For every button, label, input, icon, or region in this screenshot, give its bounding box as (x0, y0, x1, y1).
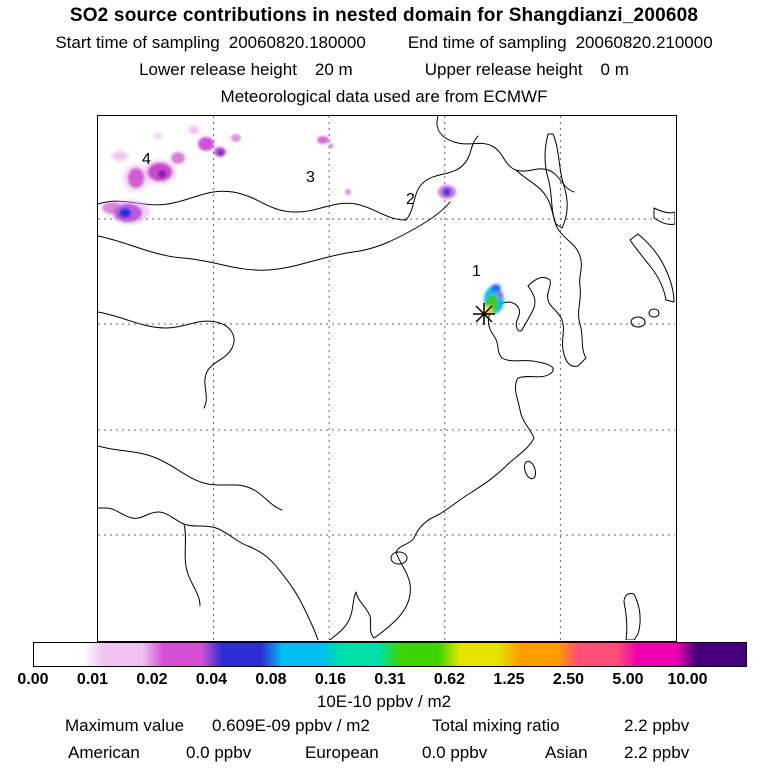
colorbar (33, 642, 747, 667)
colorbar-tick: 0.02 (136, 671, 168, 688)
max-value: 0.609E-09 ppbv / m2 (212, 716, 370, 735)
colorbar-tick: 0.16 (314, 671, 347, 688)
release-height-line: Lower release height 20 m Upper release he… (0, 60, 768, 80)
end-time-label: End time of sampling (407, 33, 567, 52)
region-asian-value: 2.2 ppbv (624, 743, 690, 762)
mixing-ratio-value: 2.2 ppbv (624, 716, 690, 735)
met-data-line: Meteorological data used are from ECMWF (220, 87, 548, 106)
region-contributions-line: American 0.0 ppbv European 0.0 ppbv Asia… (0, 743, 768, 765)
grid-lines (98, 116, 675, 640)
trajectory-label-1: 1 (472, 263, 481, 280)
trajectory-label-2: 2 (406, 191, 415, 208)
page-title: SO2 source contributions in nested domai… (69, 5, 699, 26)
upper-release-value: 0 m (600, 60, 629, 79)
start-time-value: 20060820.180000 (228, 33, 366, 52)
colorbar-ticks: 0.00 0.01 0.02 0.04 0.08 0.16 0.31 0.62 1.25 2.50… (17, 671, 747, 689)
colorbar-tick: 0.04 (195, 671, 228, 688)
max-value-label: Maximum value (65, 716, 185, 735)
sampling-time-line: Start time of sampling 20060820.180000 End… (0, 33, 768, 53)
colorbar-units-label: 10E-10 ppbv / m2 (316, 692, 452, 711)
colorbar-tick: 5.00 (612, 671, 644, 688)
trajectory-labels: 1 2 3 4 (142, 151, 481, 280)
colorbar-tick: 10.00 (667, 671, 708, 688)
start-time-label: Start time of sampling (55, 33, 220, 52)
colorbar-tick: 0.01 (76, 671, 109, 688)
receptor-star-icon (473, 303, 495, 325)
map-panel: 1 2 3 4 (97, 115, 677, 642)
concentration-blobs (102, 126, 504, 316)
lower-release-value: 20 m (314, 60, 353, 79)
region-european-value: 0.0 ppbv (422, 743, 488, 762)
map-svg: 1 2 3 4 (98, 116, 675, 640)
colorbar-tick: 0.62 (433, 671, 466, 688)
colorbar-tick: 1.25 (493, 671, 525, 688)
trajectory-label-3: 3 (306, 169, 315, 186)
region-american-label: American (68, 743, 140, 762)
colorbar-tick: 2.50 (552, 671, 585, 688)
colorbar-tick: 0.31 (374, 671, 406, 688)
region-european-label: European (305, 743, 379, 762)
colorbar-tick: 0.00 (17, 671, 49, 688)
mixing-ratio-label: Total mixing ratio (432, 716, 560, 735)
upper-release-label: Upper release height (424, 60, 583, 79)
end-time-value: 20060820.210000 (575, 33, 713, 52)
coastlines (98, 116, 675, 640)
lower-release-label: Lower release height (139, 60, 297, 79)
max-value-line: Maximum value 0.609E-09 ppbv / m2 Total … (0, 716, 768, 738)
region-asian-label: Asian (545, 743, 588, 762)
region-american-value: 0.0 ppbv (186, 743, 252, 762)
trajectory-label-4: 4 (142, 151, 151, 168)
colorbar-tick: 0.08 (255, 671, 287, 688)
